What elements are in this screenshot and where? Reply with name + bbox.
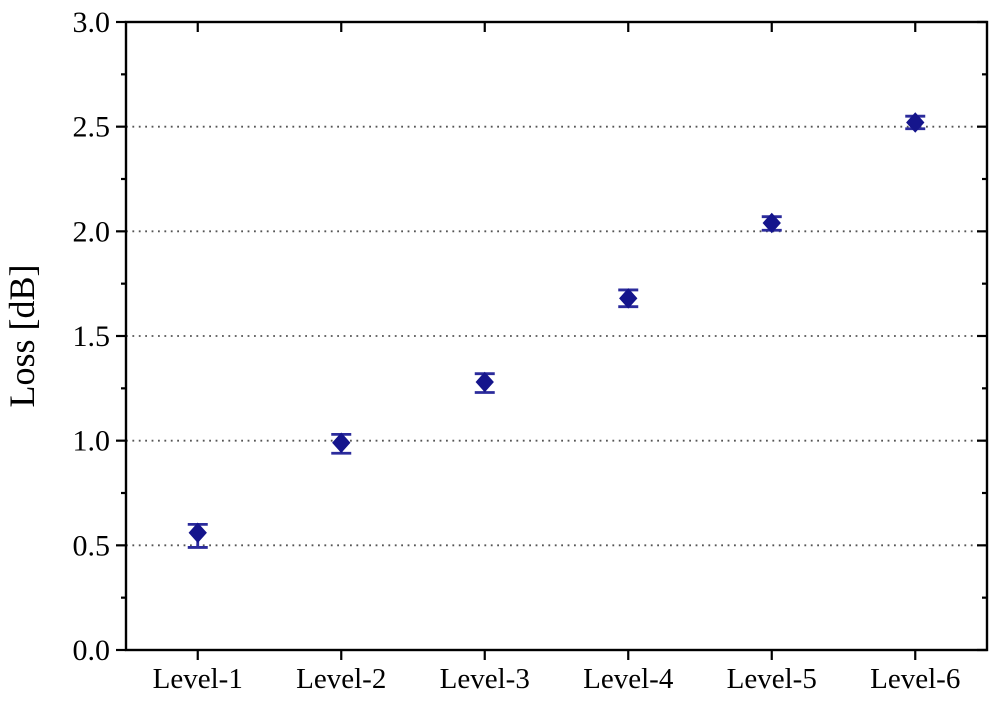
- data-point-diamond: [762, 212, 781, 234]
- y-tick-label: 2.5: [73, 111, 111, 144]
- data-point-diamond: [332, 432, 351, 454]
- y-tick-label: 3.0: [73, 6, 111, 39]
- x-tick-label: Level-5: [727, 663, 817, 695]
- data-point-diamond: [906, 112, 925, 133]
- data-point-diamond: [619, 288, 638, 309]
- y-tick-label: 0.5: [73, 529, 111, 562]
- y-tick-label: 1.0: [73, 425, 111, 458]
- x-tick-label: Level-1: [153, 663, 243, 695]
- x-tick-label: Level-2: [296, 663, 386, 695]
- y-tick-label: 2.0: [73, 215, 111, 248]
- data-point-diamond: [188, 522, 207, 544]
- y-axis-title: Loss [dB]: [2, 265, 42, 408]
- data-point-diamond: [475, 371, 494, 393]
- x-tick-label: Level-4: [583, 663, 674, 695]
- x-tick-label: Level-3: [440, 663, 530, 695]
- y-tick-label: 1.5: [73, 320, 111, 353]
- y-tick-label: 0.0: [73, 634, 111, 667]
- x-tick-label: Level-6: [870, 663, 960, 695]
